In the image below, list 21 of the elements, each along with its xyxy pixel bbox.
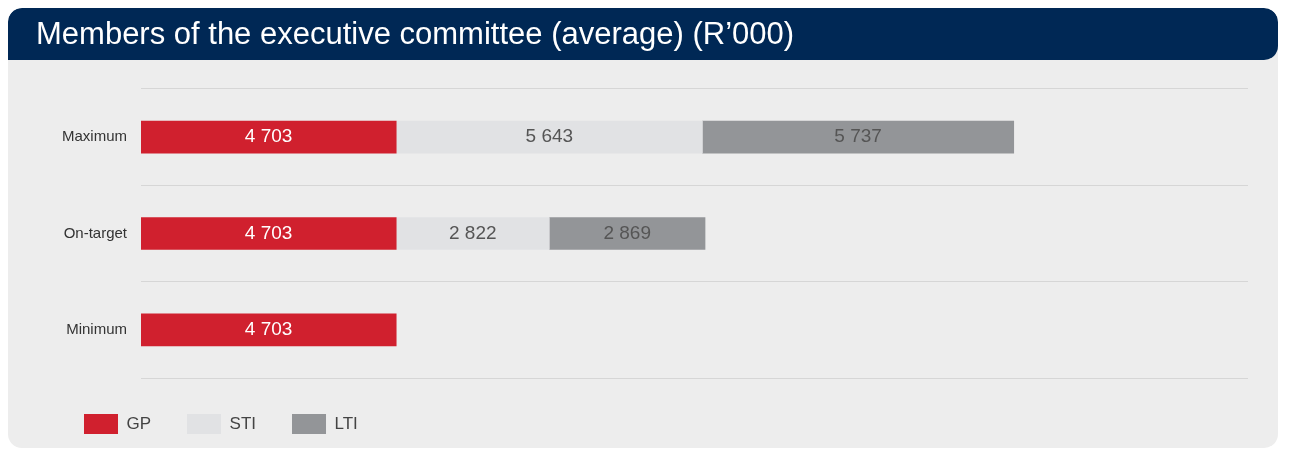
data-label: 4 703 xyxy=(244,221,293,243)
data-label: 5 737 xyxy=(834,125,882,147)
bar xyxy=(141,120,397,154)
legend-label: LTI xyxy=(334,413,358,433)
bar xyxy=(141,313,397,347)
y-tick-label: Maximum xyxy=(61,127,127,145)
bar xyxy=(702,120,1015,154)
data-label: 2 822 xyxy=(449,221,497,243)
y-tick-label: Minimum xyxy=(66,319,127,337)
chart-title: Members of the executive committee (average) (R’000) xyxy=(8,8,1278,60)
bar xyxy=(395,120,703,154)
data-label: 4 703 xyxy=(244,318,293,340)
y-tick-label: On-target xyxy=(63,223,128,241)
legend-label: STI xyxy=(229,413,257,433)
bar xyxy=(141,217,397,250)
data-label: 4 703 xyxy=(244,125,293,147)
data-label: 2 869 xyxy=(603,221,651,243)
data-label: 5 643 xyxy=(525,125,574,147)
bar xyxy=(395,217,550,250)
legend-label: GP xyxy=(126,413,152,433)
bar xyxy=(549,217,706,250)
